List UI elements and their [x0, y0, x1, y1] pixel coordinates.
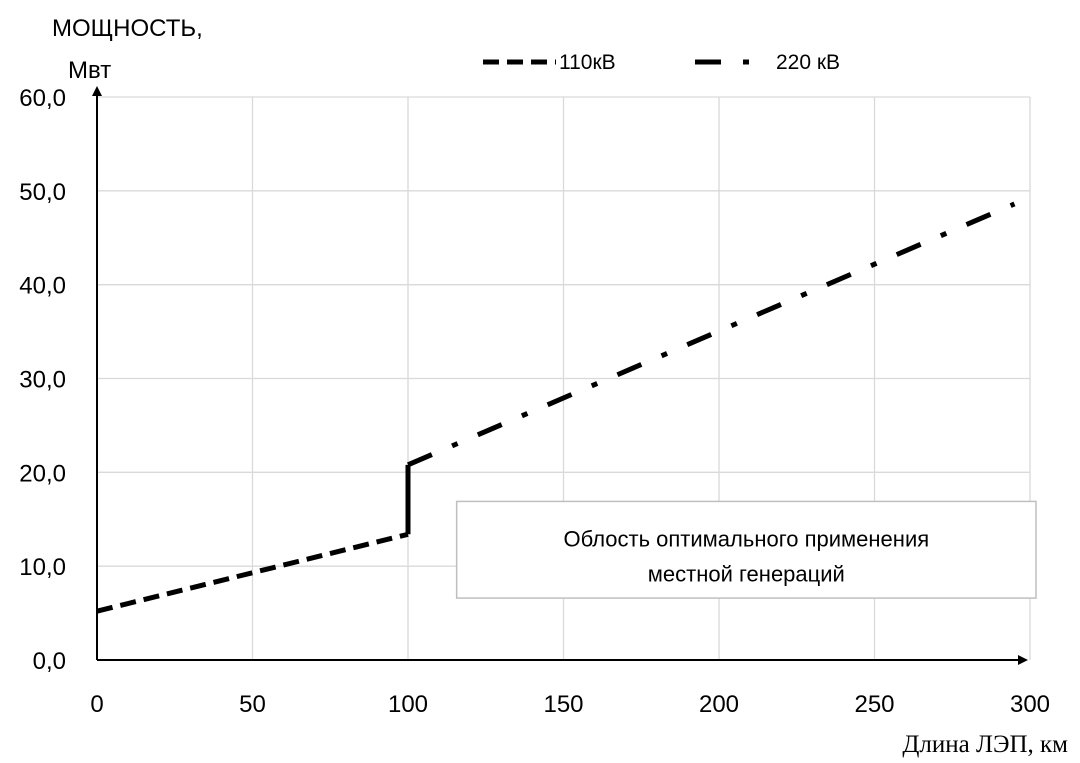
- y-tick-label: 10,0: [19, 554, 66, 581]
- x-tick-label: 50: [239, 691, 266, 718]
- x-axis-label: Длина ЛЭП, км: [902, 731, 1068, 758]
- legend-label-110kv: 110кВ: [559, 51, 616, 74]
- x-tick-label: 250: [854, 691, 894, 718]
- x-tick-label: 200: [699, 691, 739, 718]
- legend-label-220kv: 220 кВ: [776, 51, 840, 74]
- annotation-line-2: местной генераций: [648, 561, 845, 586]
- tick-labels: 0 50 100 150 200 250 300 0,0 10,0 20,0 30,0 40,0 50,…: [19, 85, 1050, 718]
- y-tick-label: 50,0: [19, 179, 66, 206]
- x-tick-label: 300: [1010, 691, 1050, 718]
- annotation-line-1: Облость оптимального применения: [563, 526, 929, 551]
- y-tick-label: 0,0: [33, 648, 66, 675]
- y-tick-label: 30,0: [19, 367, 66, 394]
- y-tick-label: 20,0: [19, 460, 66, 487]
- series-220kv-line: [407, 201, 1016, 468]
- x-tick-label: 0: [90, 691, 103, 718]
- y-axis-label-line-1: МОЩНОСТЬ,: [52, 15, 203, 42]
- annotation-box: [455, 500, 1037, 599]
- x-tick-label: 150: [543, 691, 583, 718]
- y-tick-label: 60,0: [19, 85, 66, 112]
- series-110kv-line: [96, 531, 409, 614]
- legend: 110кВ 220 кВ: [483, 51, 840, 74]
- y-tick-label: 40,0: [19, 273, 66, 300]
- y-axis-label-line-2: Мвт: [68, 57, 111, 84]
- x-tick-label: 100: [388, 691, 428, 718]
